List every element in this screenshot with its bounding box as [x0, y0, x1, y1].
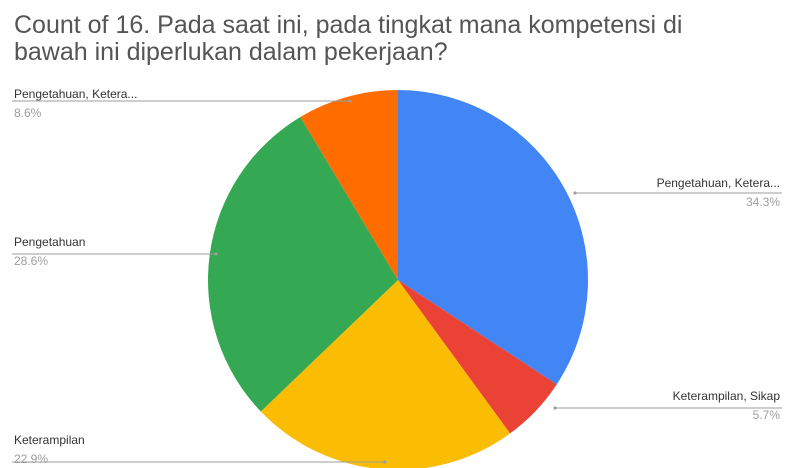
callout-dot-2 [553, 406, 557, 410]
callout-dot-1 [573, 191, 577, 195]
pie-slice-5 [300, 90, 398, 280]
slice-percent-5: 8.6% [14, 106, 42, 120]
chart-title: Count of 16. Pada saat ini, pada tingkat… [14, 12, 682, 66]
chart-title-line-2: bawah ini diperlukan dalam pekerjaan? [14, 38, 448, 66]
pie-slice-1 [398, 90, 588, 385]
pie-slice-4 [208, 117, 398, 412]
slice-percent-2: 5.7% [753, 408, 781, 422]
slice-label-2: Keterampilan, Sikap [673, 389, 781, 403]
pie-slices [208, 90, 588, 468]
slice-percent-3: 22.9% [14, 452, 48, 466]
callout-dot-4 [214, 252, 218, 256]
slice-label-4: Pengetahuan [14, 235, 85, 249]
slice-percent-1: 34.3% [746, 195, 780, 209]
callout-dot-3 [383, 460, 387, 464]
pie-slice-3 [260, 280, 511, 468]
slice-label-1: Pengetahuan, Ketera... [657, 176, 780, 190]
chart-title-line-1: Count of 16. Pada saat ini, pada tingkat… [14, 11, 683, 39]
callout-dot-5 [348, 99, 352, 103]
slice-callouts: Pengetahuan, Ketera... 34.3% Keterampilan,… [12, 87, 782, 466]
pie-slice-2 [398, 280, 557, 434]
slice-percent-4: 28.6% [14, 254, 48, 268]
slice-label-5: Pengetahuan, Ketera... [14, 87, 137, 101]
slice-label-3: Keterampilan [14, 433, 85, 447]
